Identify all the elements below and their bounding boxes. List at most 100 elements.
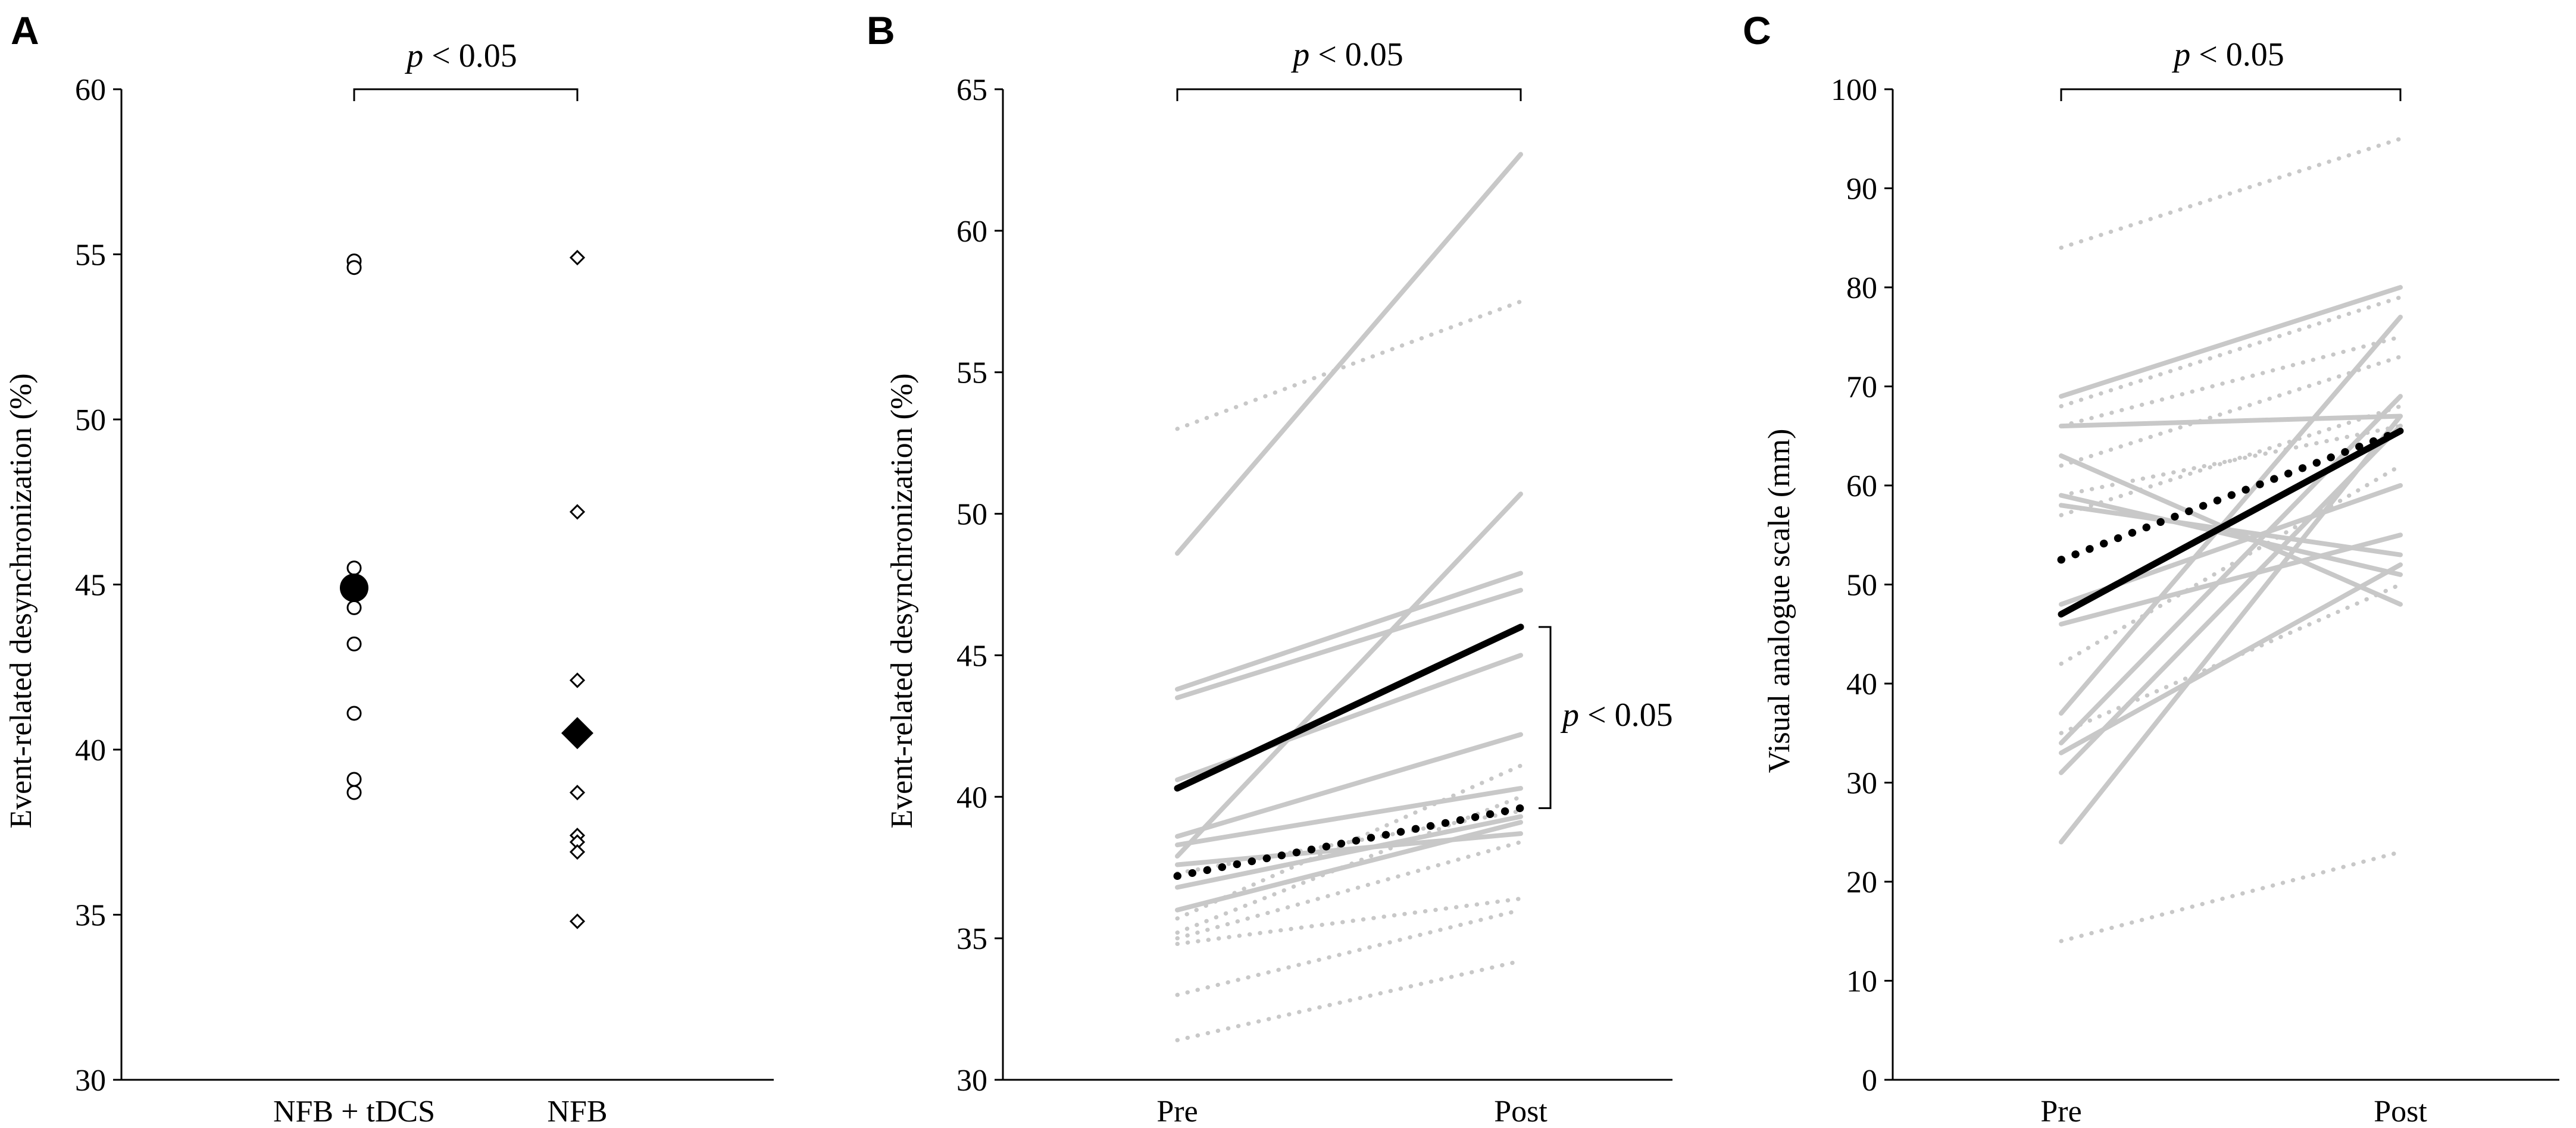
- mean-line: [1173, 804, 1525, 880]
- x-tick-label: Post: [1494, 1095, 1548, 1128]
- y-tick-label: 10: [1846, 965, 1877, 999]
- panel-letter: B: [867, 8, 895, 52]
- series-line: [2059, 295, 2403, 409]
- y-tick-label: 55: [956, 356, 987, 390]
- x-tick-label: Pre: [2040, 1095, 2081, 1128]
- panel-c: C Visual analogue scale (mm) p < 0.05 0 1…: [1743, 8, 2559, 1128]
- data-point: [569, 844, 586, 860]
- data-point: [346, 600, 362, 615]
- y-tick-label: 40: [956, 781, 987, 814]
- y-tick-label: 60: [75, 73, 106, 107]
- significance-bracket: [353, 88, 579, 101]
- series-line: [1175, 794, 1523, 935]
- y-tick-label: 90: [1846, 173, 1877, 206]
- y-tick-label: 50: [956, 498, 987, 532]
- y-tick-label: 30: [956, 1064, 987, 1098]
- series-line: [2059, 334, 2403, 428]
- data-point: [346, 706, 362, 721]
- data-point: [569, 504, 586, 520]
- significance-value: < 0.05: [423, 37, 517, 74]
- data-point: [569, 785, 586, 801]
- series-line: [2059, 850, 2403, 944]
- y-tick-label: 80: [1846, 271, 1877, 305]
- data-point: [346, 260, 362, 275]
- series-line: [2059, 493, 2403, 577]
- series-line: [2059, 413, 2403, 429]
- series-line: [1175, 908, 1523, 997]
- mean-point: [340, 574, 368, 603]
- x-tick-label: Pre: [1156, 1095, 1198, 1128]
- y-tick-label: 35: [75, 899, 106, 933]
- y-axis-title: Visual analogue scale (mm): [1762, 429, 1796, 773]
- data-point: [569, 249, 586, 266]
- y-tick-label: 45: [956, 639, 987, 673]
- mean-line: [2058, 427, 2404, 618]
- series-line: [2059, 582, 2403, 735]
- y-tick-label: 0: [1862, 1064, 1877, 1098]
- series-line: [1175, 299, 1523, 431]
- series-line: [2059, 355, 2403, 468]
- series-line: [1175, 571, 1523, 692]
- series-line: [1175, 732, 1523, 839]
- y-tick-label: 70: [1846, 371, 1877, 405]
- series-line: [1175, 820, 1523, 913]
- series-line: [1175, 958, 1523, 1042]
- significance-p: p: [404, 37, 423, 74]
- y-tick-label: 30: [75, 1064, 106, 1098]
- data-point: [346, 636, 362, 651]
- y-tick-label: 20: [1846, 866, 1877, 900]
- series-line: [1175, 491, 1523, 859]
- mean-line: [2057, 427, 2405, 564]
- series-line: [2059, 404, 2403, 518]
- panel-letter: C: [1743, 8, 1771, 52]
- x-tick-label: NFB: [547, 1095, 607, 1128]
- significance-p: p: [2171, 36, 2190, 73]
- x-tick-label: NFB + tDCS: [273, 1095, 435, 1128]
- y-tick-label: 40: [1846, 668, 1877, 701]
- series-line: [2059, 136, 2403, 250]
- data-point: [569, 672, 586, 688]
- panel-letter: A: [11, 8, 39, 52]
- x-tick-label: Post: [2374, 1095, 2427, 1128]
- significance-label-top: p < 0.05: [1290, 36, 1403, 73]
- y-tick-label: 35: [956, 922, 987, 956]
- series-line: [2059, 503, 2403, 557]
- significance-label-top: p < 0.05: [2171, 36, 2284, 73]
- series-line: [1175, 152, 1523, 556]
- significance-p: p: [1290, 36, 1309, 73]
- series-line: [2059, 314, 2403, 716]
- y-tick-label: 40: [75, 734, 106, 767]
- significance-value: < 0.05: [1579, 697, 1673, 734]
- y-axis-title: Event-related desynchronization (%): [885, 373, 919, 828]
- series-line: [1175, 839, 1523, 941]
- series-line: [1175, 588, 1523, 700]
- y-tick-label: 55: [75, 239, 106, 272]
- series-line: [2059, 532, 2403, 627]
- series-line: [2059, 413, 2403, 845]
- y-tick-label: 60: [1846, 469, 1877, 503]
- series-line: [1175, 763, 1523, 921]
- significance-label: p < 0.05: [404, 37, 517, 74]
- significance-label-side: p < 0.05: [1560, 697, 1673, 734]
- series-line: [1175, 786, 1523, 848]
- y-tick-label: 100: [1831, 73, 1877, 107]
- y-tick-label: 50: [1846, 569, 1877, 603]
- data-point: [346, 560, 362, 576]
- significance-p: p: [1560, 697, 1579, 734]
- mean-point: [561, 717, 593, 750]
- y-tick-label: 60: [956, 215, 987, 249]
- panel-b: B Event-related desynchronization (%) p …: [867, 8, 1673, 1128]
- series-line: [2059, 463, 2403, 666]
- y-axis-title: Event-related desynchronization (%): [4, 373, 38, 828]
- significance-bracket: [1176, 88, 1522, 101]
- y-tick-label: 50: [75, 403, 106, 437]
- panel-a: A Event-related desynchronization (%) p …: [4, 8, 774, 1128]
- significance-value: < 0.05: [1309, 36, 1403, 73]
- data-point: [569, 913, 586, 929]
- data-point: [346, 772, 362, 787]
- series-line: [1175, 814, 1523, 890]
- mean-line: [1174, 623, 1524, 792]
- y-tick-label: 30: [1846, 767, 1877, 801]
- significance-value: < 0.05: [2190, 36, 2284, 73]
